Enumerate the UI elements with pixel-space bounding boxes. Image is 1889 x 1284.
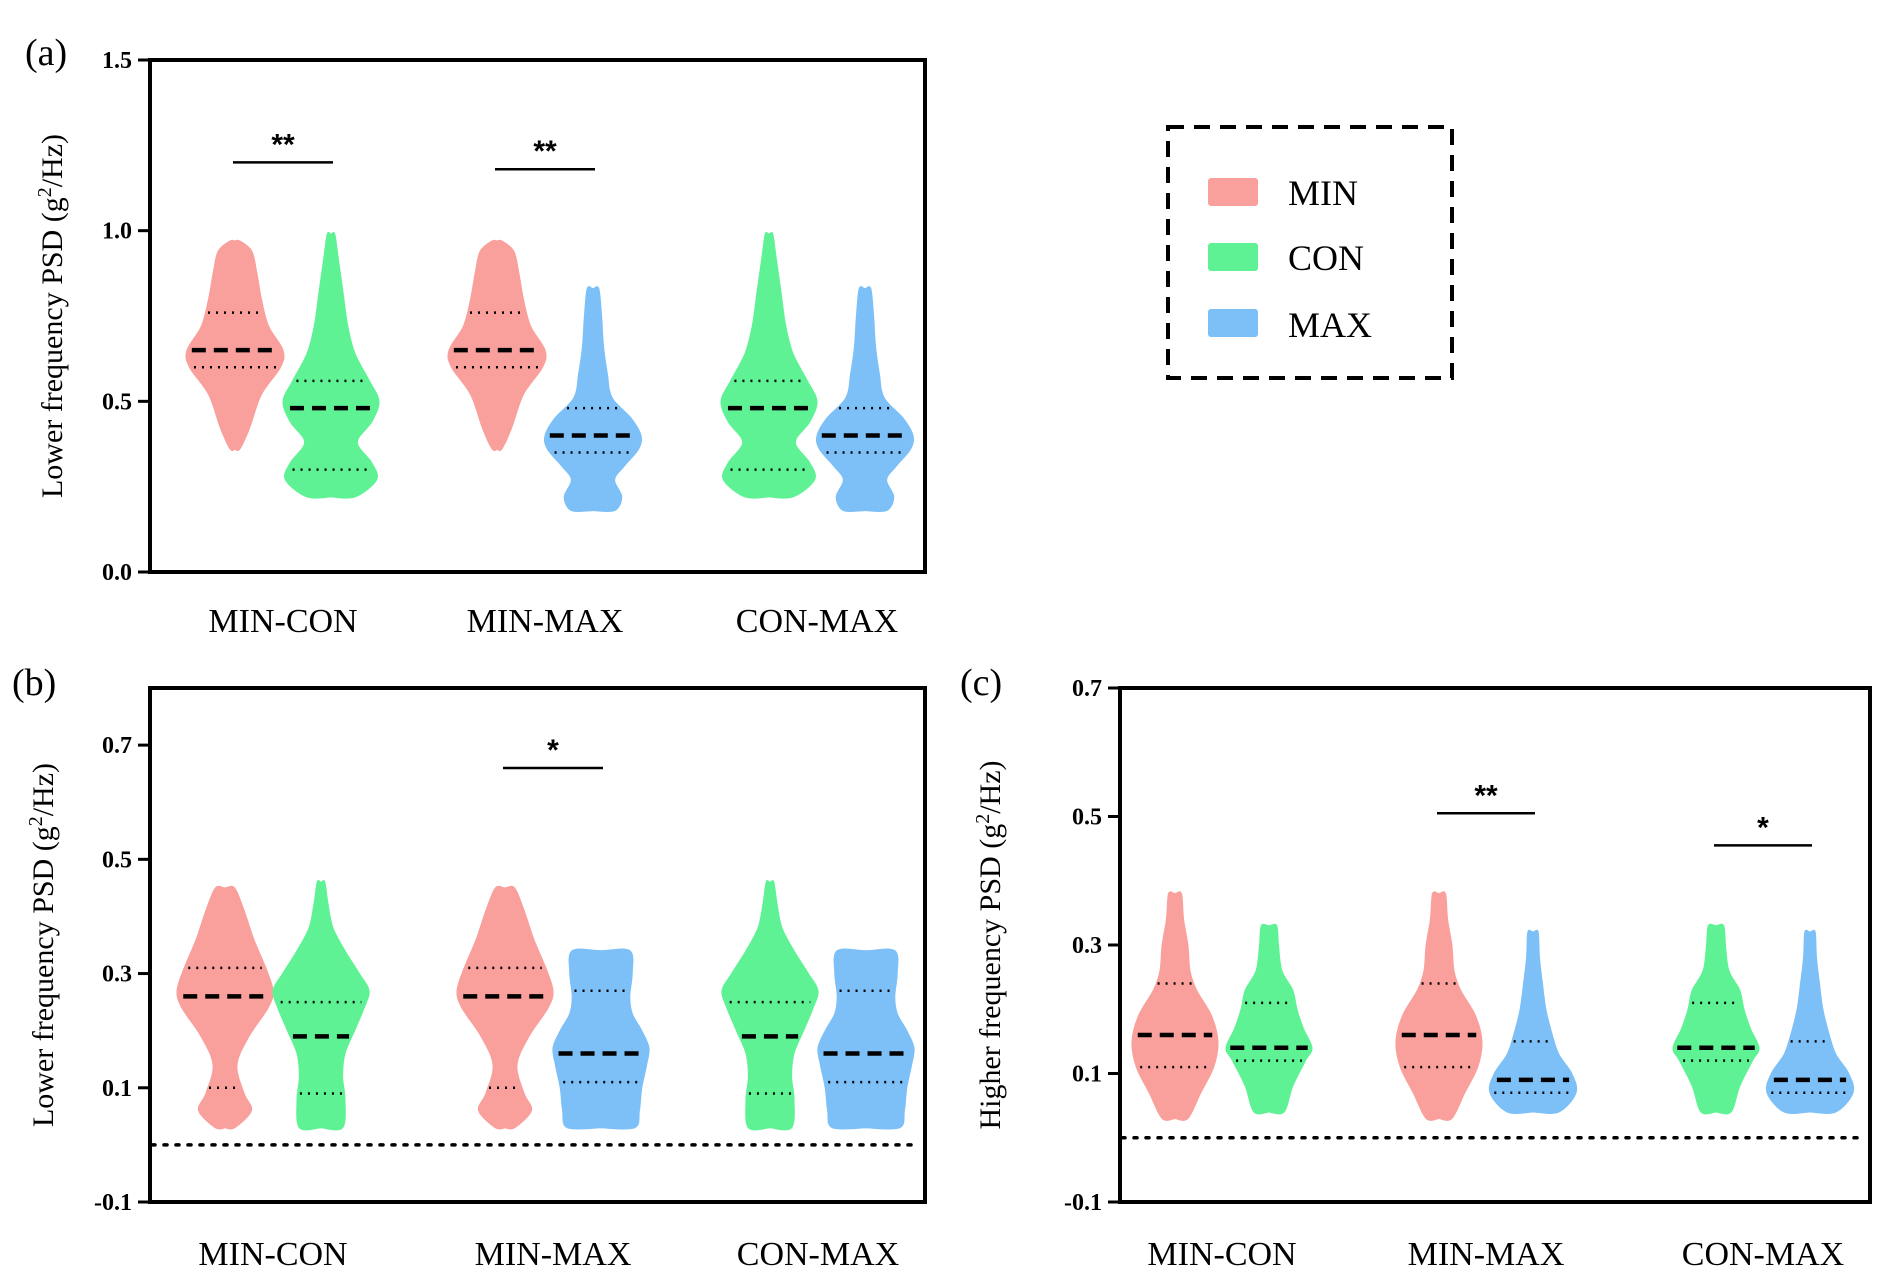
violin-con bbox=[1672, 923, 1760, 1115]
violin-max bbox=[543, 286, 643, 513]
y-tick-label: 1.5 bbox=[102, 48, 132, 74]
y-axis-label-superscript: 2 bbox=[972, 814, 994, 824]
panel-c: -0.1 0.1 0.3 0.5 0.7 Higher frequency PSD (g2… bbox=[960, 662, 1872, 1273]
violin-min bbox=[185, 239, 285, 452]
y-tick-label: 0.7 bbox=[1072, 676, 1102, 702]
panel-a: 0.0 0.5 1.0 1.5 Lower frequency PSD (g2/Hz) (… bbox=[25, 32, 927, 640]
violin-con bbox=[1225, 923, 1313, 1115]
y-tick-label: 0.1 bbox=[1072, 1062, 1102, 1088]
y-tick-label: 1.0 bbox=[102, 219, 132, 245]
y-axis-label-main: Higher frequency PSD (g bbox=[974, 824, 1007, 1130]
x-category-label: MIN-CON bbox=[208, 603, 357, 640]
y-tick-label: -0.1 bbox=[1064, 1190, 1102, 1216]
legend-frame bbox=[1166, 125, 1454, 380]
y-tick-label: 0.1 bbox=[102, 1076, 132, 1102]
panel-label: (b) bbox=[12, 662, 56, 704]
panel-label: (a) bbox=[25, 32, 67, 74]
y-tick-label: 0.3 bbox=[1072, 933, 1102, 959]
plot-frame bbox=[148, 686, 927, 1204]
violin-con bbox=[272, 880, 370, 1131]
violin-max bbox=[815, 286, 915, 513]
y-tick-label: 0.5 bbox=[102, 847, 132, 873]
violin-max bbox=[1488, 929, 1578, 1114]
y-axis-label-end: /Hz) bbox=[27, 763, 60, 816]
panel-label: (c) bbox=[960, 662, 1002, 704]
y-tick-label: -0.1 bbox=[94, 1190, 132, 1216]
violin-min bbox=[1131, 891, 1219, 1121]
y-axis-label: Higher frequency PSD (g2/Hz) bbox=[972, 760, 1007, 1129]
y-tick-label: 0.7 bbox=[102, 733, 132, 759]
significance-marker: * bbox=[547, 734, 559, 767]
y-axis-label-main: Lower frequency PSD (g bbox=[36, 197, 69, 498]
x-category-label: MIN-CON bbox=[1147, 1236, 1296, 1273]
x-category-label: CON-MAX bbox=[737, 1236, 899, 1273]
y-axis-label-end: /Hz) bbox=[36, 134, 69, 187]
plot-frame bbox=[148, 58, 927, 574]
violin-max bbox=[1765, 929, 1855, 1114]
x-category-label: MIN-MAX bbox=[467, 603, 624, 640]
y-axis-label: Lower frequency PSD (g2/Hz) bbox=[25, 763, 60, 1127]
legend-label-min: MIN bbox=[1288, 173, 1358, 213]
y-tick-label: 0.3 bbox=[102, 962, 132, 988]
violin-con bbox=[721, 880, 819, 1131]
x-category-label: MIN-CON bbox=[198, 1236, 347, 1273]
x-category-label: CON-MAX bbox=[1682, 1236, 1844, 1273]
violin-min bbox=[456, 885, 554, 1130]
violin-min bbox=[447, 239, 547, 452]
legend-label-max: MAX bbox=[1288, 305, 1372, 345]
y-tick-label: 0.5 bbox=[1072, 805, 1102, 831]
significance-marker: ** bbox=[533, 135, 557, 168]
y-axis-label: Lower frequency PSD (g2/Hz) bbox=[34, 134, 69, 498]
violin-min bbox=[1395, 891, 1483, 1121]
y-tick-label: 0.5 bbox=[102, 389, 132, 415]
significance-marker: ** bbox=[271, 128, 295, 161]
significance-marker: * bbox=[1757, 811, 1769, 844]
violin-con bbox=[720, 231, 818, 499]
legend: MIN CON MAX bbox=[1166, 125, 1454, 380]
panel-b: -0.1 0.1 0.3 0.5 0.7 Lower frequency PSD (g2/… bbox=[12, 662, 927, 1273]
y-axis-label-main: Lower frequency PSD (g bbox=[27, 826, 60, 1127]
x-category-label: MIN-MAX bbox=[475, 1236, 632, 1273]
y-axis-label-end: /Hz) bbox=[974, 760, 1007, 813]
legend-label-con: CON bbox=[1288, 238, 1364, 278]
y-axis-label-superscript: 2 bbox=[34, 187, 56, 197]
legend-swatch-con bbox=[1208, 243, 1258, 271]
violin-max bbox=[552, 948, 650, 1130]
y-axis-label-superscript: 2 bbox=[25, 816, 47, 826]
y-tick-label: 0.0 bbox=[102, 560, 132, 586]
plot-frame bbox=[1118, 686, 1872, 1204]
violin-min bbox=[176, 885, 274, 1130]
x-category-label: MIN-MAX bbox=[1408, 1236, 1565, 1273]
x-category-label: CON-MAX bbox=[736, 603, 898, 640]
violin-max bbox=[817, 948, 915, 1130]
legend-swatch-min bbox=[1208, 178, 1258, 206]
significance-marker: ** bbox=[1474, 779, 1498, 812]
violin-con bbox=[282, 231, 380, 499]
legend-swatch-max bbox=[1208, 309, 1258, 337]
